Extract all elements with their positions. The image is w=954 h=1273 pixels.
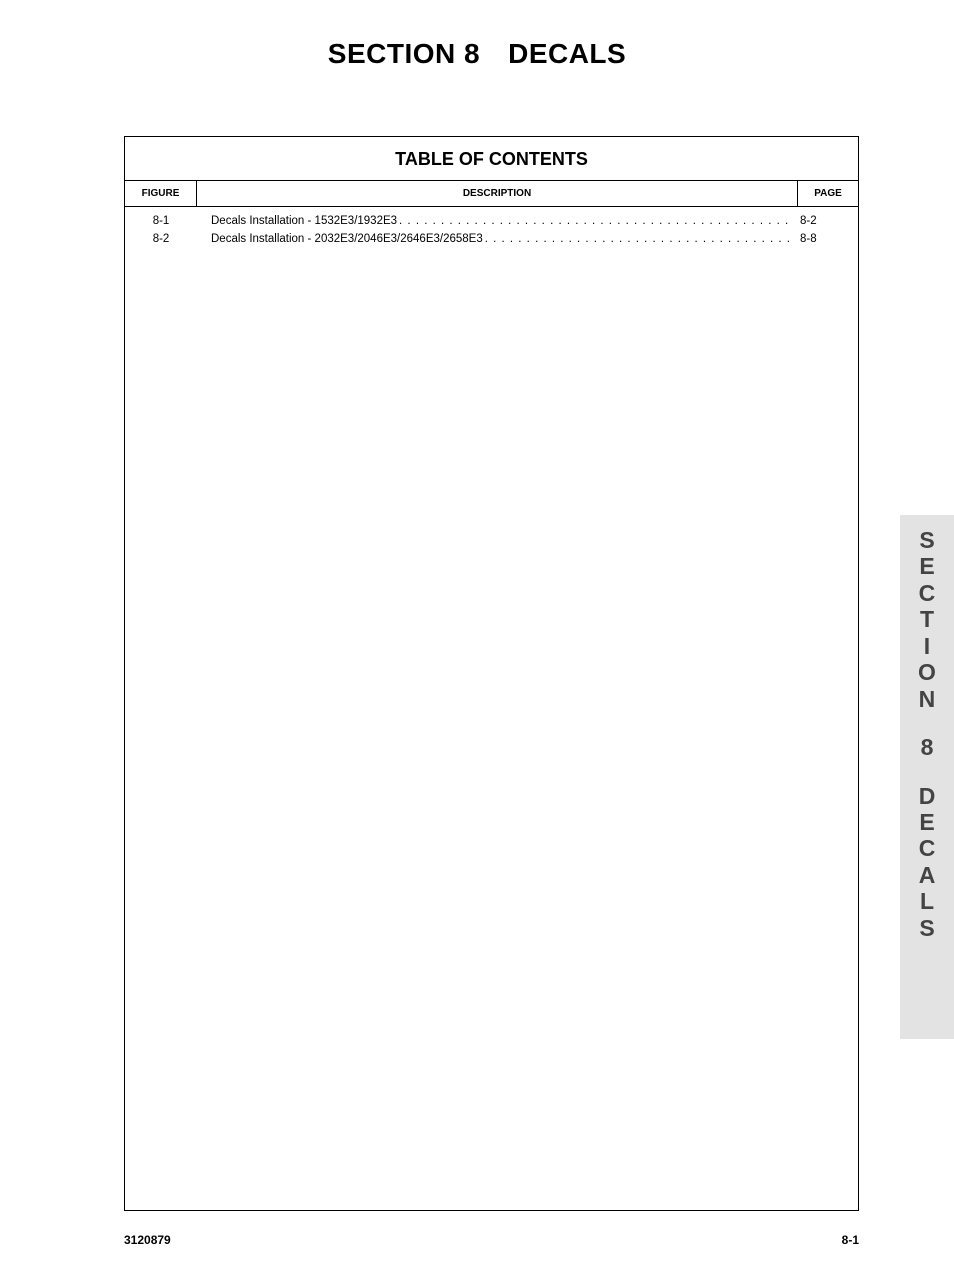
toc-description-cell: Decals Installation - 2032E3/2046E3/2646… [197, 231, 798, 249]
side-tab-letter: C [919, 835, 936, 861]
side-tab-letter: L [920, 888, 934, 914]
side-tab-letter: I [924, 633, 930, 659]
side-tab-letter: 8 [921, 734, 934, 760]
toc-description: Decals Installation - 1532E3/1932E3 [211, 213, 397, 231]
side-tab-section-number: 8 [921, 734, 934, 760]
col-header-page: PAGE [798, 181, 858, 206]
side-tab-letter: S [919, 527, 934, 553]
side-tab-letter: T [920, 606, 934, 632]
side-tab-letter: N [919, 686, 936, 712]
side-tab-letter: O [918, 659, 936, 685]
toc-container: TABLE OF CONTENTS FIGURE DESCRIPTION PAG… [124, 136, 859, 1211]
toc-row: 8-1 Decals Installation - 1532E3/1932E3 … [125, 213, 858, 231]
toc-description: Decals Installation - 2032E3/2046E3/2646… [211, 231, 483, 249]
page-footer: 3120879 8-1 [124, 1233, 859, 1247]
toc-header-row: FIGURE DESCRIPTION PAGE [125, 180, 858, 207]
doc-number: 3120879 [124, 1233, 171, 1247]
side-tab-section-word: SECTION [918, 527, 936, 712]
side-tab-letter: A [919, 862, 936, 888]
side-tab-letter: C [919, 580, 936, 606]
page-title: SECTION 8 DECALS [0, 38, 954, 70]
toc-figure: 8-1 [125, 213, 197, 231]
toc-page: 8-2 [798, 213, 858, 231]
toc-row: 8-2 Decals Installation - 2032E3/2046E3/… [125, 231, 858, 249]
side-tab-letter: D [919, 783, 936, 809]
col-header-description: DESCRIPTION [197, 181, 798, 206]
toc-leader-dots [485, 231, 794, 249]
section-label: SECTION 8 [328, 38, 480, 69]
side-tab-letter: E [919, 553, 934, 579]
side-tab: SECTION 8 DECALS [900, 515, 954, 1039]
toc-description-cell: Decals Installation - 1532E3/1932E3 [197, 213, 798, 231]
side-tab-section-name: DECALS [919, 783, 936, 942]
toc-body: 8-1 Decals Installation - 1532E3/1932E3 … [125, 207, 858, 249]
toc-heading: TABLE OF CONTENTS [125, 137, 858, 180]
page-number: 8-1 [842, 1233, 859, 1247]
side-tab-letter: E [919, 809, 934, 835]
section-name: DECALS [508, 38, 626, 69]
col-header-figure: FIGURE [125, 181, 197, 206]
toc-page: 8-8 [798, 231, 858, 249]
toc-figure: 8-2 [125, 231, 197, 249]
side-tab-letter: S [919, 915, 934, 941]
toc-leader-dots [399, 213, 794, 231]
